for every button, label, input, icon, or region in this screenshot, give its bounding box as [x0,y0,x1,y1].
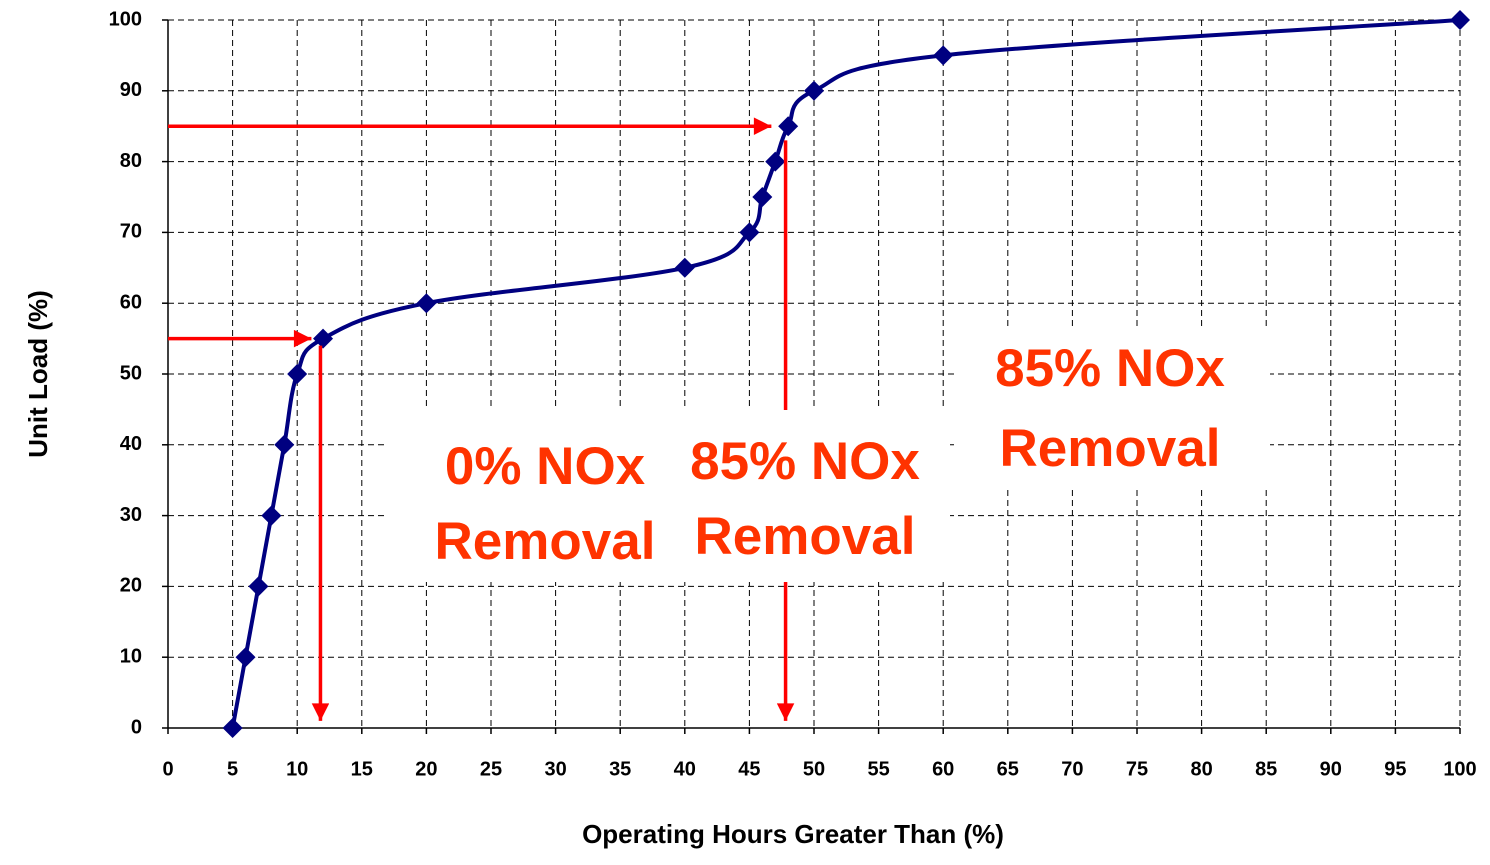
x-tick-label: 0 [162,758,173,780]
y-tick-label: 50 [120,362,142,384]
data-point [804,80,824,101]
annotation-text: Removal [695,507,916,566]
annotation-box [385,410,655,582]
x-tick-label: 50 [803,758,825,780]
y-tick-label: 20 [120,575,142,597]
data-point [674,257,695,278]
x-tick-label: 100 [1443,758,1476,780]
y-tick-label: 100 [109,8,142,30]
x-tick-label: 65 [997,758,1019,780]
data-point [1450,10,1470,30]
annotation-box [655,410,950,582]
y-tick-label: 80 [120,150,142,172]
data-point [274,434,295,455]
y-tick-label: 10 [120,645,142,667]
data-point [778,116,799,137]
annotation-text: Removal [435,512,656,571]
x-tick-label: 90 [1320,758,1342,780]
x-tick-label: 5 [227,758,238,780]
data-point [739,222,760,243]
data-point [222,718,243,738]
x-tick-label: 55 [867,758,889,780]
annotation-text: Removal [1000,419,1221,478]
annotation-text: 0% NOx [445,437,646,496]
x-tick-label: 15 [351,758,373,780]
y-tick-label: 70 [120,221,142,243]
data-point [752,187,773,207]
x-tick-label: 30 [544,758,566,780]
x-tick-label: 45 [738,758,760,780]
y-tick-label: 40 [120,433,142,455]
plot [168,10,1470,738]
data-point [235,647,256,668]
x-tick-label: 40 [674,758,696,780]
x-tick-label: 95 [1384,758,1406,780]
y-tick-label: 60 [120,291,142,313]
annotation-text: 85% NOx [690,432,920,491]
x-tick-label: 70 [1061,758,1083,780]
data-point [313,328,334,349]
y-axis-label: Unit Load (%) [23,290,53,458]
x-tick-label: 60 [932,758,954,780]
data-point [248,576,269,597]
y-tick-label: 90 [120,79,142,101]
data-point [261,505,282,526]
data-point [765,151,786,172]
annotation-text: 85% NOx [995,339,1225,398]
x-tick-label: 25 [480,758,502,780]
x-tick-label: 20 [415,758,437,780]
annotation-box [955,330,1270,490]
x-axis-label: Operating Hours Greater Than (%) [582,819,1004,849]
annotations: 0% NOx Removal 85% NOx Removal 85% NOx Remova… [385,330,1270,582]
data-point [416,293,437,314]
x-tick-label: 80 [1190,758,1212,780]
data-point [933,45,954,66]
y-tick-label: 0 [131,716,142,738]
data-point [287,364,308,384]
x-tick-label: 85 [1255,758,1277,780]
x-tick-label: 75 [1126,758,1148,780]
y-tick-label: 30 [120,504,142,526]
x-tick-label: 35 [609,758,631,780]
x-tick-label: 10 [286,758,308,780]
